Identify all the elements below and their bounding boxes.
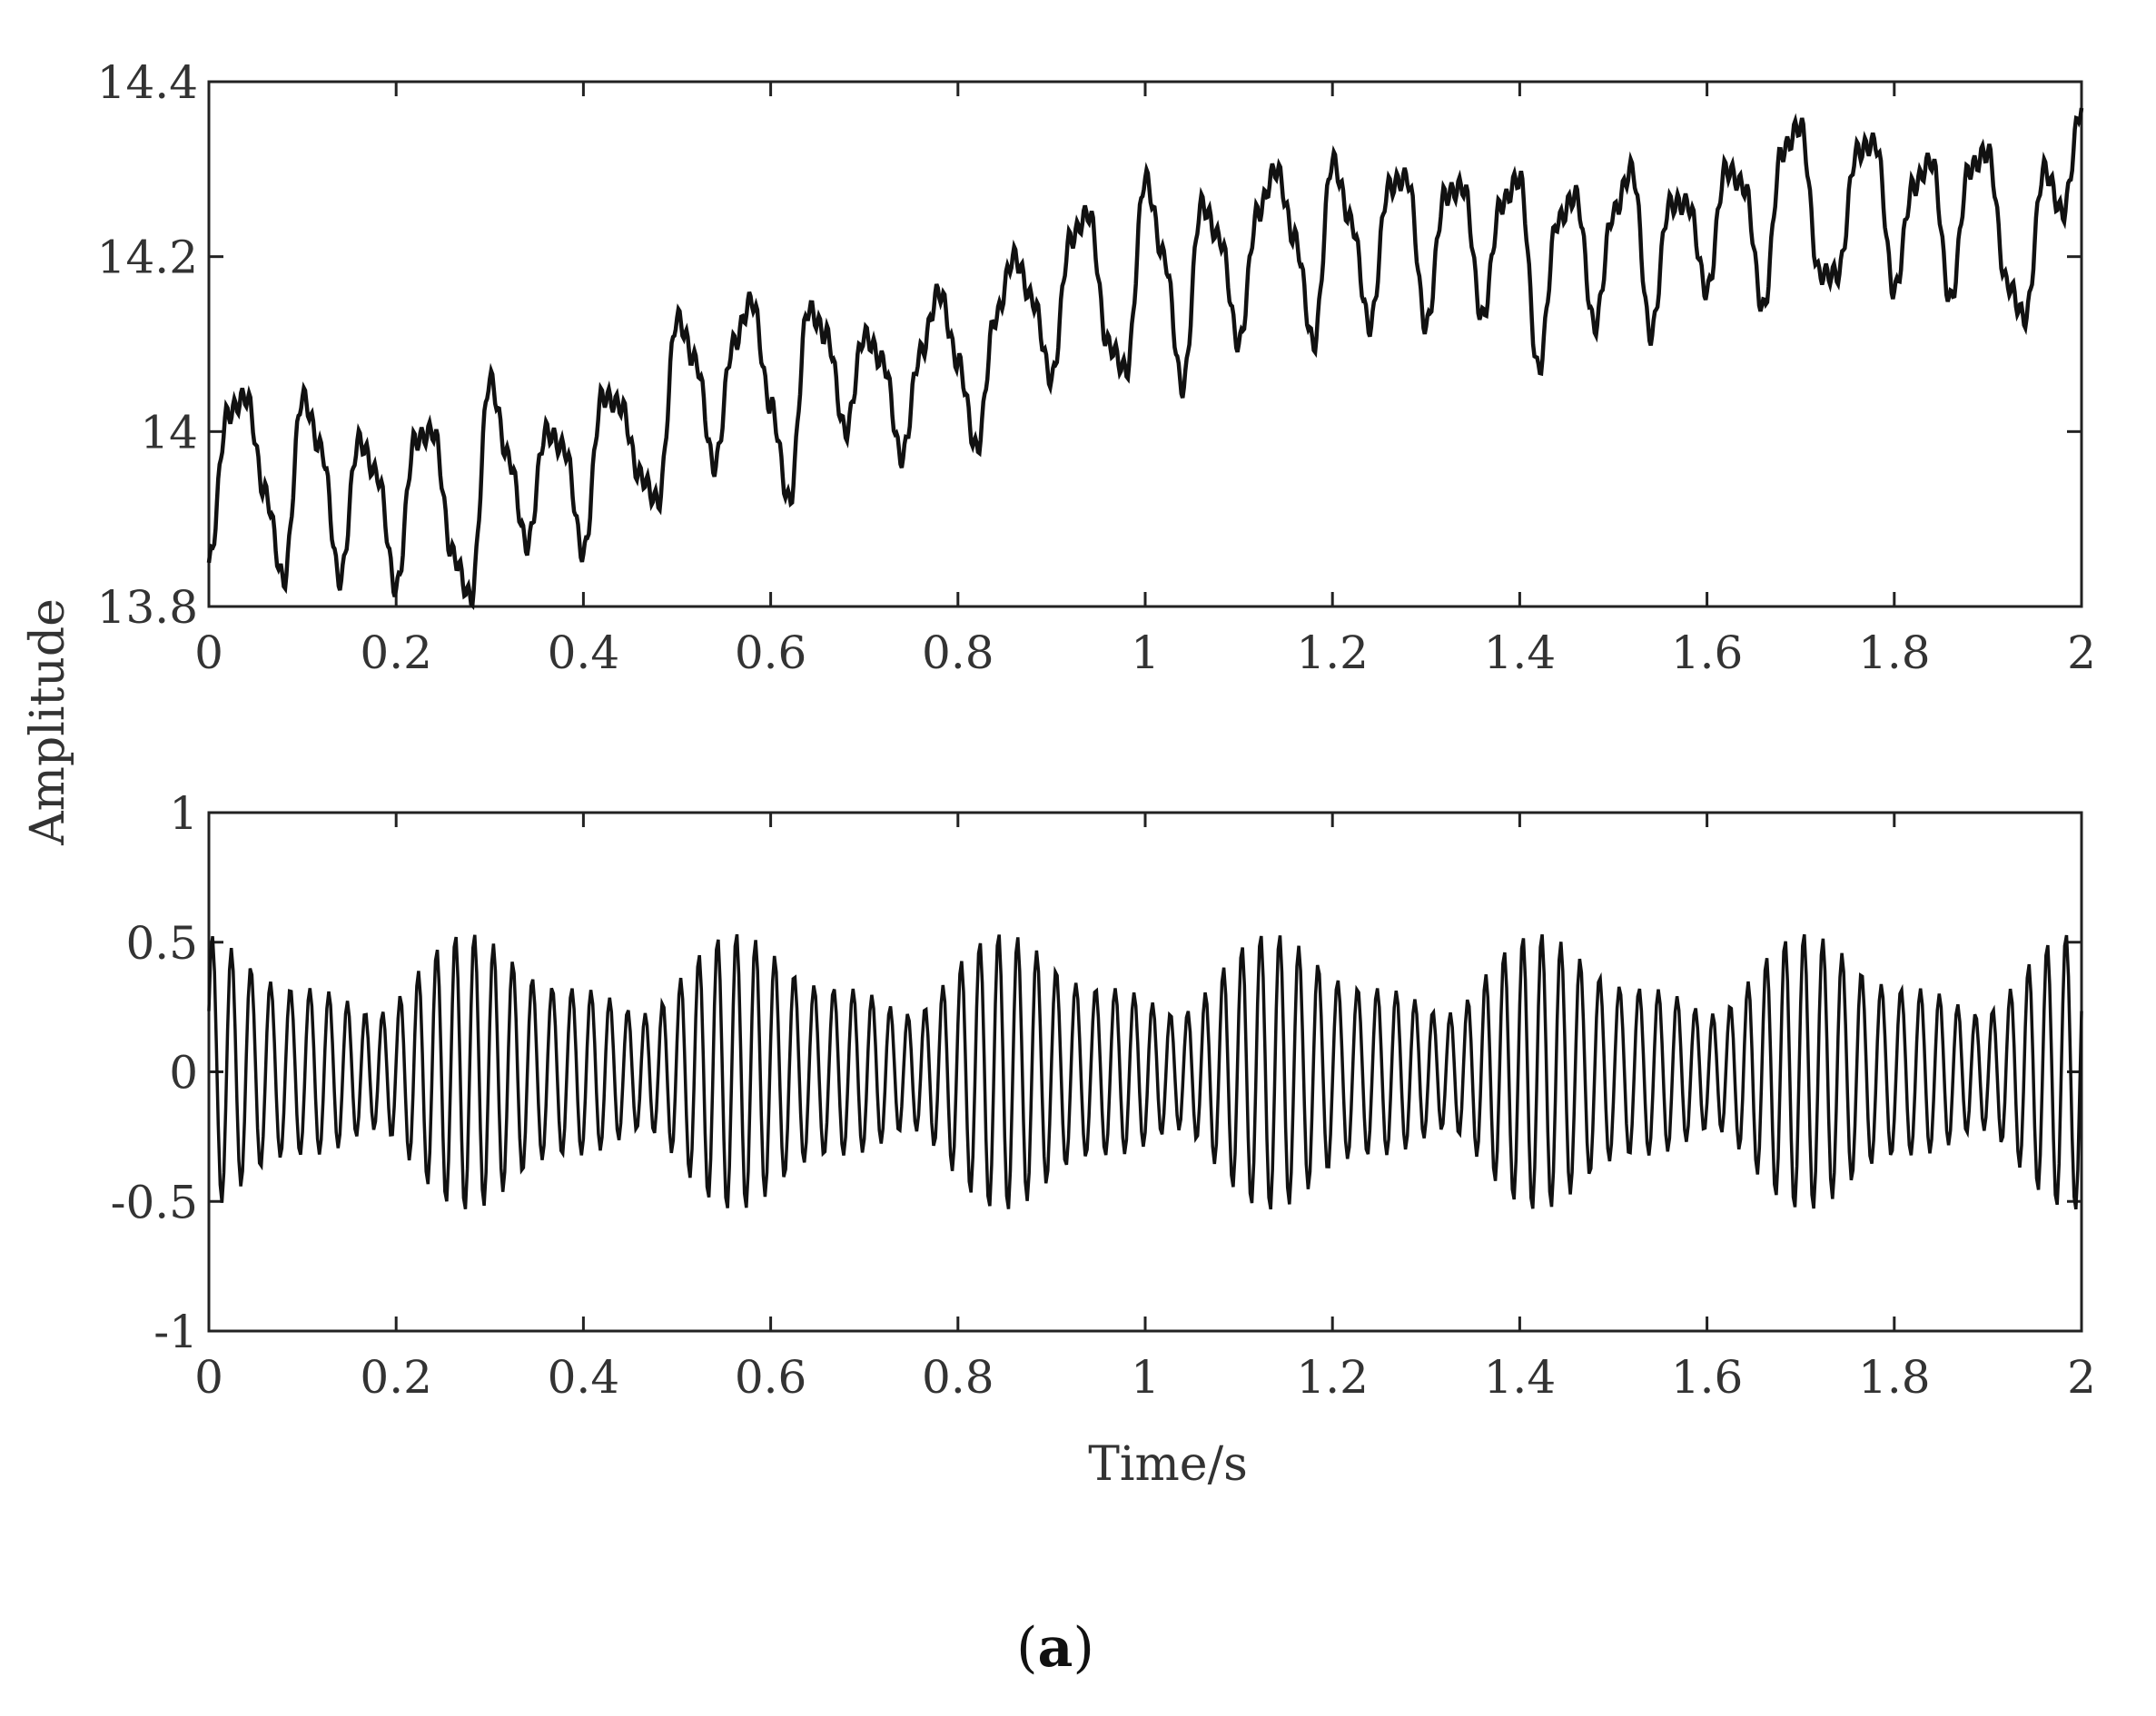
caption-letter: a	[1038, 1616, 1073, 1680]
top-ticks	[207, 80, 2083, 608]
x-tick-label: 0.8	[922, 626, 994, 679]
y-tick-label: 14.2	[97, 232, 198, 284]
bottom-tick-labels: 0 0.2 0.4 0.6 0.8 1 1.2 1.4 1.6 1.8 2 -1 -0.5 0 0.5 1	[111, 787, 2096, 1404]
x-tick-label: 0	[194, 626, 223, 679]
top-series-line	[206, 107, 2084, 611]
y-tick-label: 1	[169, 787, 198, 840]
y-tick-label: 13.8	[97, 581, 198, 634]
x-tick-label: 0.4	[548, 626, 620, 679]
top-plot-frame	[207, 80, 2083, 608]
x-tick-label: 1.2	[1296, 626, 1369, 679]
x-tick-label: 1	[1131, 1351, 1160, 1404]
x-tick-label: 1.4	[1484, 626, 1557, 679]
x-tick-label: 1.8	[1858, 1351, 1931, 1404]
x-axis-label: Time/s	[1088, 1437, 1248, 1492]
top-tick-labels: 0 0.2 0.4 0.6 0.8 1 1.2 1.4 1.6 1.8 2 13.8 14 14.2 14.…	[97, 56, 2096, 679]
y-tick-label: 14.4	[97, 56, 198, 109]
x-tick-label: 1.6	[1671, 1351, 1744, 1404]
x-tick-label: 0.2	[360, 1351, 432, 1404]
y-tick-label: 0.5	[125, 917, 198, 970]
x-tick-label: 0.2	[360, 626, 432, 679]
panel-caption: (a)	[1016, 1616, 1094, 1680]
x-tick-label: 0.6	[735, 626, 807, 679]
bottom-panel: 0 0.2 0.4 0.6 0.8 1 1.2 1.4 1.6 1.8 2 -1 -0.5 0 0.5 1	[111, 787, 2096, 1404]
x-tick-label: 2	[2067, 626, 2096, 679]
bottom-series-line	[207, 933, 2083, 1210]
y-tick-label: 14	[140, 406, 198, 459]
x-tick-label: 0.4	[548, 1351, 620, 1404]
x-tick-label: 2	[2067, 1351, 2096, 1404]
caption-open: (	[1016, 1616, 1037, 1680]
x-tick-label: 1	[1131, 626, 1160, 679]
y-axis-label: Amplitude	[21, 598, 75, 846]
x-tick-label: 0.6	[735, 1351, 807, 1404]
x-tick-label: 0	[194, 1351, 223, 1404]
x-tick-label: 1.2	[1296, 1351, 1369, 1404]
y-tick-label: -1	[153, 1306, 198, 1358]
x-tick-label: 1.8	[1858, 626, 1931, 679]
x-tick-label: 0.8	[922, 1351, 994, 1404]
top-panel: 0 0.2 0.4 0.6 0.8 1 1.2 1.4 1.6 1.8 2 13.8 14 14.2 14.…	[97, 56, 2096, 679]
y-tick-label: 0	[169, 1047, 198, 1100]
x-tick-label: 1.6	[1671, 626, 1744, 679]
y-tick-label: -0.5	[111, 1176, 198, 1228]
caption-close: )	[1073, 1616, 1093, 1680]
x-tick-label: 1.4	[1484, 1351, 1557, 1404]
